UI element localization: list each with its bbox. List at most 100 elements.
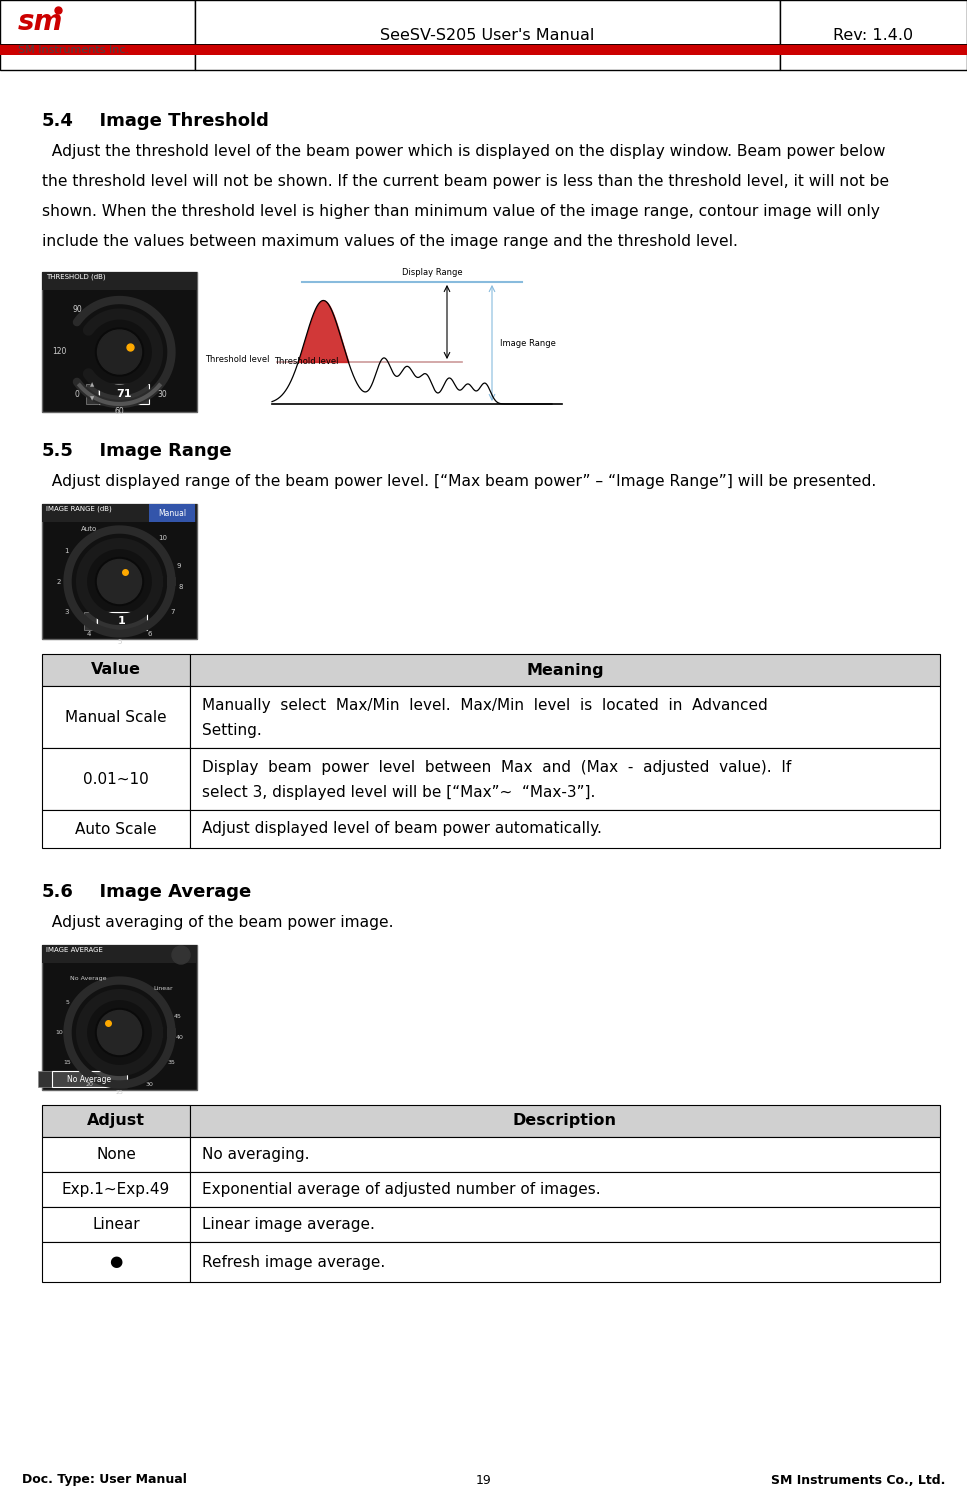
Text: Manual: Manual xyxy=(158,509,186,518)
Bar xyxy=(42,1137,190,1172)
Text: Threshold level: Threshold level xyxy=(206,355,270,364)
Text: Refresh image average.: Refresh image average. xyxy=(202,1255,385,1270)
Text: 3: 3 xyxy=(65,609,69,615)
Bar xyxy=(190,1243,940,1282)
Text: 15: 15 xyxy=(64,1060,72,1065)
Text: Doc. Type: User Manual: Doc. Type: User Manual xyxy=(22,1474,187,1486)
Text: 6: 6 xyxy=(148,631,152,637)
Text: 30: 30 xyxy=(157,390,166,399)
Bar xyxy=(190,1172,940,1206)
Circle shape xyxy=(96,1009,143,1057)
Circle shape xyxy=(96,557,143,606)
Text: Image Range: Image Range xyxy=(500,338,556,347)
Text: Exponential average of adjusted number of images.: Exponential average of adjusted number o… xyxy=(202,1182,601,1197)
Text: 5: 5 xyxy=(117,640,122,645)
Text: 4: 4 xyxy=(87,631,91,637)
Text: Linear: Linear xyxy=(154,986,173,991)
Bar xyxy=(38,1071,52,1087)
Text: 19: 19 xyxy=(476,1474,491,1486)
Text: Image Average: Image Average xyxy=(87,883,251,901)
Text: 0: 0 xyxy=(74,390,79,399)
Text: Display Range: Display Range xyxy=(401,267,462,276)
Text: 10: 10 xyxy=(159,536,167,542)
Text: Meaning: Meaning xyxy=(526,663,603,678)
Text: Display  beam  power  level  between  Max  and  (Max  -  adjusted  value).  If: Display beam power level between Max and… xyxy=(202,761,791,775)
Text: Auto: Auto xyxy=(81,525,97,532)
Bar xyxy=(190,1137,940,1172)
Bar xyxy=(42,272,197,290)
Text: Image Range: Image Range xyxy=(87,442,232,461)
Text: the threshold level will not be shown. If the current beam power is less than th: the threshold level will not be shown. I… xyxy=(42,174,889,189)
Text: Rev: 1.4.0: Rev: 1.4.0 xyxy=(834,27,914,42)
Text: 20: 20 xyxy=(85,1083,94,1087)
Text: 5: 5 xyxy=(66,1000,70,1006)
Text: Value: Value xyxy=(91,663,141,678)
Text: 5.4: 5.4 xyxy=(42,112,73,130)
Text: 1: 1 xyxy=(118,616,126,627)
Bar xyxy=(42,1105,190,1137)
Text: Auto Scale: Auto Scale xyxy=(75,821,157,837)
Bar xyxy=(42,747,190,809)
Text: 40: 40 xyxy=(175,1036,183,1040)
Text: include the values between maximum values of the image range and the threshold l: include the values between maximum value… xyxy=(42,234,738,249)
Bar xyxy=(86,384,98,405)
Text: 7: 7 xyxy=(170,609,175,615)
Text: 120: 120 xyxy=(52,347,67,356)
Text: Linear: Linear xyxy=(92,1217,140,1232)
Text: No Average: No Average xyxy=(68,1075,111,1084)
Text: ▼: ▼ xyxy=(90,396,94,402)
Text: SM Instruments Inc.: SM Instruments Inc. xyxy=(18,45,130,54)
Text: Description: Description xyxy=(513,1113,617,1128)
Bar xyxy=(190,654,940,686)
Bar xyxy=(780,0,967,69)
Text: Threshold level: Threshold level xyxy=(274,358,338,367)
Text: Exp.1~Exp.49: Exp.1~Exp.49 xyxy=(62,1182,170,1197)
Text: 9: 9 xyxy=(176,563,181,569)
Bar xyxy=(52,1071,127,1087)
Text: No averaging.: No averaging. xyxy=(202,1148,309,1163)
Bar xyxy=(99,384,149,405)
Bar xyxy=(97,612,147,630)
Bar xyxy=(42,654,190,686)
Text: None: None xyxy=(96,1148,136,1163)
Text: 5.6: 5.6 xyxy=(42,883,73,901)
Text: 60: 60 xyxy=(115,408,125,417)
Text: IMAGE AVERAGE: IMAGE AVERAGE xyxy=(46,947,103,953)
Text: 30: 30 xyxy=(146,1083,154,1087)
Text: 1: 1 xyxy=(65,548,69,554)
Text: IMAGE RANGE (dB): IMAGE RANGE (dB) xyxy=(46,506,112,512)
Text: 10: 10 xyxy=(56,1030,64,1034)
Text: 8: 8 xyxy=(178,584,183,590)
Text: 35: 35 xyxy=(167,1060,175,1065)
Text: 0.01~10: 0.01~10 xyxy=(83,772,149,787)
Bar xyxy=(42,504,197,522)
Text: Manual Scale: Manual Scale xyxy=(65,710,167,725)
Bar xyxy=(42,945,197,1090)
Text: Manually  select  Max/Min  level.  Max/Min  level  is  located  in  Advanced: Manually select Max/Min level. Max/Min l… xyxy=(202,698,768,713)
Bar xyxy=(42,272,197,412)
Bar xyxy=(190,1105,940,1137)
Bar xyxy=(42,945,197,963)
Bar xyxy=(42,1243,190,1282)
Text: 25: 25 xyxy=(116,1090,124,1095)
Bar xyxy=(84,612,96,630)
Text: sm: sm xyxy=(18,8,64,36)
Text: Adjust the threshold level of the beam power which is displayed on the display w: Adjust the threshold level of the beam p… xyxy=(42,143,886,159)
Circle shape xyxy=(98,560,141,604)
Text: Adjust averaging of the beam power image.: Adjust averaging of the beam power image… xyxy=(42,915,394,930)
Bar xyxy=(149,504,195,522)
Text: 45: 45 xyxy=(173,1015,182,1019)
Text: select 3, displayed level will be [“Max”~  “Max-3”].: select 3, displayed level will be [“Max”… xyxy=(202,785,596,800)
Text: Adjust displayed level of beam power automatically.: Adjust displayed level of beam power aut… xyxy=(202,821,601,837)
Bar xyxy=(190,1206,940,1243)
Bar xyxy=(0,0,195,69)
Bar xyxy=(190,809,940,849)
Text: 5.5: 5.5 xyxy=(42,442,73,461)
Text: 2: 2 xyxy=(56,578,61,584)
Bar xyxy=(42,686,190,747)
Bar xyxy=(42,504,197,639)
Text: Setting.: Setting. xyxy=(202,723,262,738)
Text: SM Instruments Co., Ltd.: SM Instruments Co., Ltd. xyxy=(771,1474,945,1486)
Bar xyxy=(42,1172,190,1206)
Circle shape xyxy=(98,331,141,374)
